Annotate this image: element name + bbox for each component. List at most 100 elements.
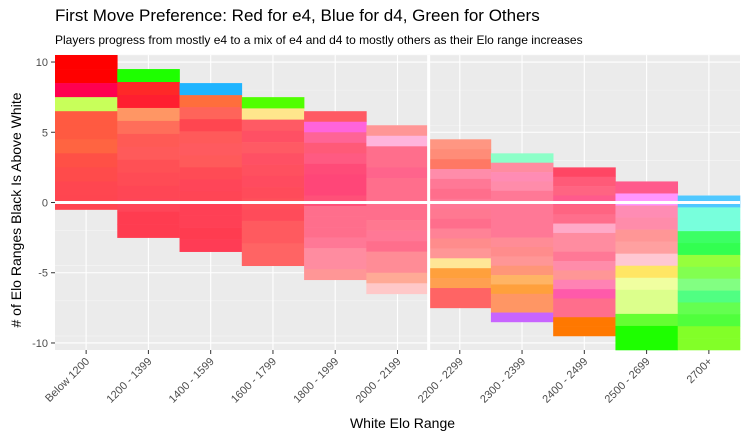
heatmap-tile xyxy=(428,208,492,219)
heatmap-tile xyxy=(615,313,679,327)
x-axis-label: White Elo Range xyxy=(349,415,456,431)
heatmap-tile xyxy=(55,167,118,182)
heatmap-tile xyxy=(179,119,243,132)
heatmap-tile xyxy=(241,209,305,222)
heatmap-tile xyxy=(553,195,616,206)
heatmap-tile xyxy=(553,186,616,196)
heatmap-tile xyxy=(490,200,554,210)
heatmap-tile xyxy=(615,301,679,315)
heatmap-tile xyxy=(366,262,429,274)
heatmap-tile xyxy=(428,278,492,289)
heatmap-tile xyxy=(366,241,429,252)
heatmap-tile xyxy=(241,97,305,109)
heatmap-tile xyxy=(553,279,616,290)
heatmap-tile xyxy=(553,214,616,224)
heatmap-tile xyxy=(179,131,243,144)
heatmap-tile xyxy=(490,256,554,267)
heatmap-tile xyxy=(677,338,741,351)
heatmap-tile xyxy=(553,204,616,215)
heatmap-tile xyxy=(428,258,492,269)
x-tick-label: 1600 - 1799 xyxy=(229,356,279,406)
y-tick-label: 10 xyxy=(36,57,48,69)
heatmap-tile xyxy=(677,302,741,315)
heatmap-tile xyxy=(490,153,554,163)
heatmap-tile xyxy=(490,293,554,304)
heatmap-tile xyxy=(553,176,616,187)
heatmap-tile xyxy=(366,209,429,221)
heatmap-tile xyxy=(615,205,679,218)
heatmap-tile xyxy=(304,258,367,270)
heatmap-tile xyxy=(490,181,554,192)
heatmap-tile xyxy=(428,159,492,170)
heatmap-tile xyxy=(677,290,741,303)
heatmap-tile xyxy=(241,220,305,233)
heatmap-tile xyxy=(615,241,679,254)
heatmap-tile xyxy=(428,178,492,190)
heatmap-tile xyxy=(677,207,741,220)
heatmap-tile xyxy=(241,243,305,255)
heatmap-tile xyxy=(304,153,367,165)
heatmap-tile xyxy=(553,307,616,318)
heatmap-tile xyxy=(366,125,429,137)
heatmap-tile xyxy=(241,142,305,154)
heatmap-tile xyxy=(428,268,492,279)
heatmap-tile xyxy=(117,133,180,148)
heatmap-tile xyxy=(553,317,616,327)
heatmap-tile xyxy=(490,228,554,238)
y-tick-label: -5 xyxy=(38,268,48,280)
heatmap-tile xyxy=(615,217,679,230)
heatmap-tile xyxy=(366,135,429,147)
heatmap-tile xyxy=(366,177,429,189)
heatmap-tile xyxy=(179,203,243,216)
heatmap-tile xyxy=(553,242,616,252)
heatmap-tile xyxy=(304,227,367,238)
heatmap-tile xyxy=(117,185,180,200)
heatmap-tile xyxy=(117,94,180,109)
heatmap-tile xyxy=(428,218,492,229)
heatmap-tile xyxy=(490,162,554,173)
heatmap-tile xyxy=(490,275,554,285)
chart-title: First Move Preference: Red for e4, Blue … xyxy=(55,6,540,25)
heatmap-tile xyxy=(55,97,118,112)
heatmap-tile xyxy=(366,230,429,242)
heatmap-tile xyxy=(179,143,243,156)
heatmap-tile xyxy=(428,288,492,299)
heatmap-tile xyxy=(304,237,367,249)
heatmap-tile xyxy=(677,243,741,256)
heatmap-tile xyxy=(179,95,243,108)
heatmap-tile xyxy=(553,261,616,271)
chart-subtitle: Players progress from mostly e4 to a mix… xyxy=(55,33,583,47)
heatmap-tile xyxy=(241,130,305,143)
heatmap-tile xyxy=(179,191,243,204)
heatmap-tile xyxy=(304,121,367,133)
heatmap-tile xyxy=(428,149,492,160)
heatmap-tile xyxy=(241,232,305,244)
heatmap-tile xyxy=(490,246,554,257)
heatmap-tile xyxy=(553,270,616,281)
heatmap-tile xyxy=(304,248,367,259)
heatmap-tile xyxy=(179,215,243,228)
heatmap-tile xyxy=(366,167,429,179)
heatmap-tile xyxy=(241,164,305,177)
y-tick-label: -10 xyxy=(32,338,48,350)
heatmap-tile xyxy=(366,220,429,231)
heatmap-tile xyxy=(117,198,180,212)
x-tick-label: 1800 - 1999 xyxy=(291,356,341,406)
heatmap-tile xyxy=(55,111,118,126)
heatmap-tile xyxy=(179,227,243,240)
y-tick-label: 5 xyxy=(42,127,48,139)
x-tick-label: 1200 - 1399 xyxy=(105,356,155,406)
heatmap-tile xyxy=(241,254,305,267)
heatmap-tile xyxy=(179,155,243,168)
heatmap-tile xyxy=(677,219,741,232)
heatmap-tile xyxy=(428,228,492,239)
heatmap-tile xyxy=(304,184,367,196)
heatmap-tile xyxy=(366,188,429,200)
heatmap-tile xyxy=(677,278,741,291)
heatmap-tile xyxy=(241,175,305,188)
heatmap-tile xyxy=(55,125,118,140)
heatmap-tile xyxy=(366,146,429,158)
heatmap-tile xyxy=(677,326,741,339)
x-tick-label: 2500 - 2699 xyxy=(603,356,653,406)
heatmap-tile xyxy=(490,237,554,248)
